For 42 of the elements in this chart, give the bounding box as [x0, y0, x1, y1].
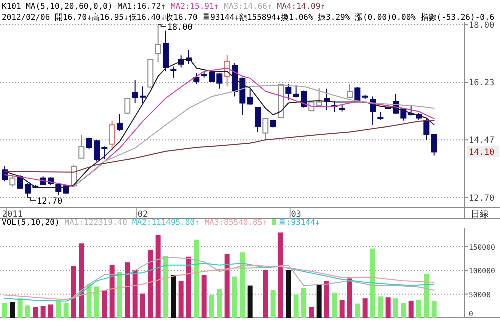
candlestick [2, 166, 8, 182]
candlestick [116, 114, 123, 132]
y-tick-label: 16.23 [469, 78, 495, 89]
y-tick-label: 12.70 [469, 194, 495, 204]
candlestick [155, 24, 162, 63]
x-tick-label: 03 [291, 210, 302, 220]
x-tick-label: 02 [138, 210, 148, 220]
candlestick [316, 88, 322, 106]
text: MA3:85540.85↑ [204, 218, 268, 227]
candlestick [109, 120, 116, 150]
candlestick [431, 134, 438, 156]
chart-title: K101 MA(5,10,20,60,0,0) [2, 2, 113, 11]
text: MA2:111495.80↑ [132, 218, 200, 227]
text: MA3:14.66↑ [224, 2, 272, 11]
text: 日線 [471, 209, 489, 220]
text: MA2:15.91↑ [170, 2, 220, 11]
text: 14.10 [469, 148, 495, 158]
y-tick-label: 18.00 [469, 20, 495, 31]
candlestick [10, 174, 16, 188]
text: MA4:14.09↑ [277, 2, 326, 11]
annotation: 18.00 [167, 22, 193, 33]
legend-label: 量:93144↓ [278, 218, 320, 227]
candlestick [424, 118, 430, 141]
chart-subtitle: 2012/02/06 開16.70↓高16.95↓低16.40↓收16.70 量93144↓額155894↓換1.06% 振3.29% 漲(0.00)0.00% 指數(-53.26)-0.6 [2, 13, 495, 22]
x-tick-label: 2011 [2, 210, 23, 220]
line-series [73, 85, 435, 188]
y-tick-label: 14.47 [469, 136, 495, 146]
text: MA1:16.72↑ [118, 2, 166, 11]
candlestick [254, 107, 261, 133]
annotation: 12.70 [36, 196, 63, 207]
candlestick [124, 98, 131, 115]
candlestick [346, 84, 353, 98]
text: MA1:122319.40 [64, 218, 128, 227]
candlestick [354, 87, 361, 102]
candlestick [170, 66, 177, 79]
candlestick [262, 118, 269, 141]
candlestick [162, 30, 169, 72]
candlestick [78, 134, 85, 159]
candlestick [247, 88, 254, 106]
candlestick [286, 84, 292, 100]
chart-title: VOL(5,10,20) [2, 218, 60, 227]
candlestick [324, 88, 330, 111]
